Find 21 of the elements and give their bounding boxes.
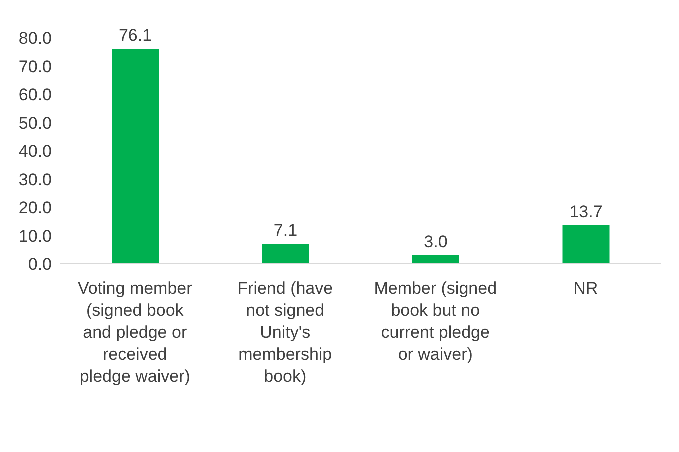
x-tick-label: Member (signed book but no current pledge or waiver) xyxy=(374,279,498,364)
y-tick-label: 40.0 xyxy=(18,142,52,162)
data-label: 7.1 xyxy=(274,220,298,240)
y-tick-label: 20.0 xyxy=(18,198,52,218)
x-tick-label: NR xyxy=(574,279,598,298)
y-tick-label: 30.0 xyxy=(18,170,52,190)
x-tick-label: Friend (have not signed Unity's membership book) xyxy=(238,279,334,386)
y-tick-label: 60.0 xyxy=(18,86,52,105)
bar xyxy=(112,49,159,264)
bar xyxy=(262,244,310,264)
x-tick-label: Voting member (signed book and pledge or received pledge waiver) xyxy=(78,279,193,386)
y-tick-label: 10.0 xyxy=(18,226,52,246)
y-tick-label: 50.0 xyxy=(18,114,52,133)
data-label: 3.0 xyxy=(424,232,448,252)
data-label: 13.7 xyxy=(570,202,603,222)
bar xyxy=(412,256,460,264)
data-label: 76.1 xyxy=(118,26,152,46)
y-tick-label: 70.0 xyxy=(18,57,52,76)
bar xyxy=(562,225,610,264)
y-tick-label: 80.0 xyxy=(18,29,52,48)
y-tick-label: 0.0 xyxy=(28,255,52,274)
